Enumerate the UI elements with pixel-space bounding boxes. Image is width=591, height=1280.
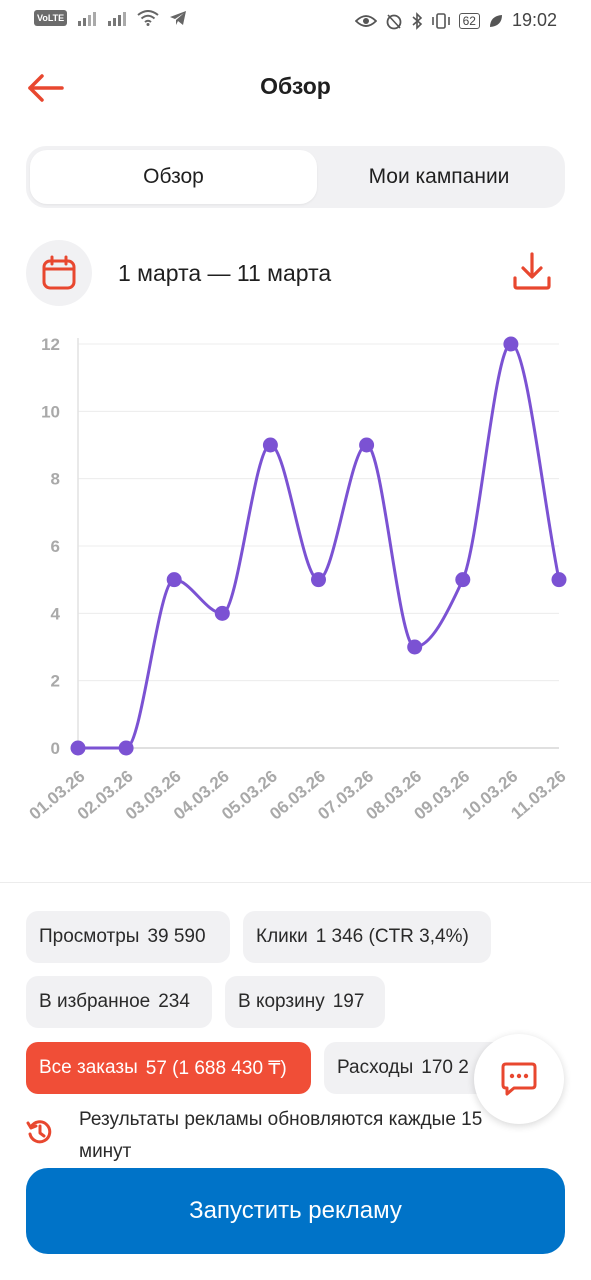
volte-badge: VoLTE xyxy=(34,10,68,26)
data-point xyxy=(503,336,519,352)
data-point xyxy=(311,572,326,588)
tab-bar: Обзор Мои кампании xyxy=(26,146,565,208)
data-point xyxy=(118,740,134,756)
tab-overview[interactable]: Обзор xyxy=(30,150,317,204)
stat-orders: Все заказы 57 (1 688 430 ₸) xyxy=(26,1042,311,1094)
y-tick-label: 10 xyxy=(41,402,60,421)
chat-button[interactable] xyxy=(474,1034,564,1124)
stat-views-label: Просмотры xyxy=(39,926,140,947)
tab-my-campaigns[interactable]: Мои кампании xyxy=(368,165,510,188)
stat-favorites-value: 234 xyxy=(158,991,190,1012)
status-left: VoLTE xyxy=(34,10,187,26)
signal-icon xyxy=(78,12,97,26)
stat-cart-value: 197 xyxy=(332,991,365,1012)
status-bar: VoLTE 62 19:02 xyxy=(0,0,591,44)
stat-views: Просмотры 39 590 xyxy=(26,911,230,963)
data-point xyxy=(214,605,230,621)
data-point xyxy=(407,639,423,655)
stat-orders-value: 57 (1 688 430 ₸) xyxy=(145,1057,287,1079)
y-tick-label: 4 xyxy=(51,604,61,623)
data-point xyxy=(166,572,182,588)
vibrate-icon xyxy=(431,12,450,29)
date-range-row: 1 марта — 11 марта xyxy=(26,240,565,306)
stat-clicks-value: 1 346 (CTR 3,4%) xyxy=(315,926,469,947)
history-icon xyxy=(26,1120,52,1144)
back-button[interactable] xyxy=(26,70,66,106)
data-point xyxy=(551,572,567,588)
stat-expenses-label: Расходы xyxy=(337,1057,414,1078)
stat-expenses-value: 170 2 xyxy=(421,1057,469,1078)
stat-cart: В корзину 197 xyxy=(225,976,385,1028)
stat-clicks: Клики 1 346 (CTR 3,4%) xyxy=(243,911,491,963)
leaf-icon xyxy=(489,14,502,27)
data-point xyxy=(455,572,471,588)
stat-cart-label: В корзину xyxy=(238,991,325,1012)
eye-icon xyxy=(354,14,377,27)
clock: 19:02 xyxy=(511,10,557,30)
x-tick-label: 11.03.26 xyxy=(507,767,569,823)
stat-favorites-label: В избранное xyxy=(39,991,151,1012)
y-tick-label: 12 xyxy=(41,335,60,354)
data-point xyxy=(70,740,86,756)
battery-indicator: 62 xyxy=(458,12,480,29)
header: Обзор xyxy=(0,60,591,116)
bluetooth-icon xyxy=(412,11,422,30)
divider xyxy=(0,882,591,883)
chat-icon xyxy=(501,1062,537,1096)
y-tick-label: 8 xyxy=(51,470,60,489)
stat-clicks-label: Клики xyxy=(256,926,308,947)
wifi-icon xyxy=(137,10,159,26)
update-info: Результаты рекламы обновляются каждые 15… xyxy=(26,1100,566,1166)
data-point xyxy=(262,437,278,453)
download-icon xyxy=(513,252,551,290)
y-tick-label: 0 xyxy=(51,739,60,758)
download-button[interactable] xyxy=(511,250,553,294)
stat-favorites: В избранное 234 xyxy=(26,976,212,1028)
y-tick-label: 2 xyxy=(51,672,60,691)
calendar-button[interactable] xyxy=(26,240,92,306)
launch-ads-button[interactable]: Запустить рекламу xyxy=(26,1168,565,1254)
stat-views-value: 39 590 xyxy=(147,926,206,947)
data-point xyxy=(359,437,375,453)
stat-orders-label: Все заказы xyxy=(39,1057,138,1078)
alarm-icon xyxy=(386,13,401,29)
telegram-icon xyxy=(170,11,187,25)
signal-icon-2 xyxy=(108,12,127,26)
date-range-text[interactable]: 1 марта — 11 марта xyxy=(118,260,332,286)
orders-line-chart: 02468101201.03.2602.03.2603.03.2604.03.2… xyxy=(26,335,570,824)
arrow-left-icon xyxy=(28,74,64,102)
update-info-text: Результаты рекламы обновляются каждые 15… xyxy=(79,1109,483,1162)
page-title: Обзор xyxy=(260,73,331,99)
y-tick-label: 6 xyxy=(51,537,60,556)
calendar-icon xyxy=(42,255,76,290)
status-right: 62 19:02 xyxy=(354,10,557,31)
